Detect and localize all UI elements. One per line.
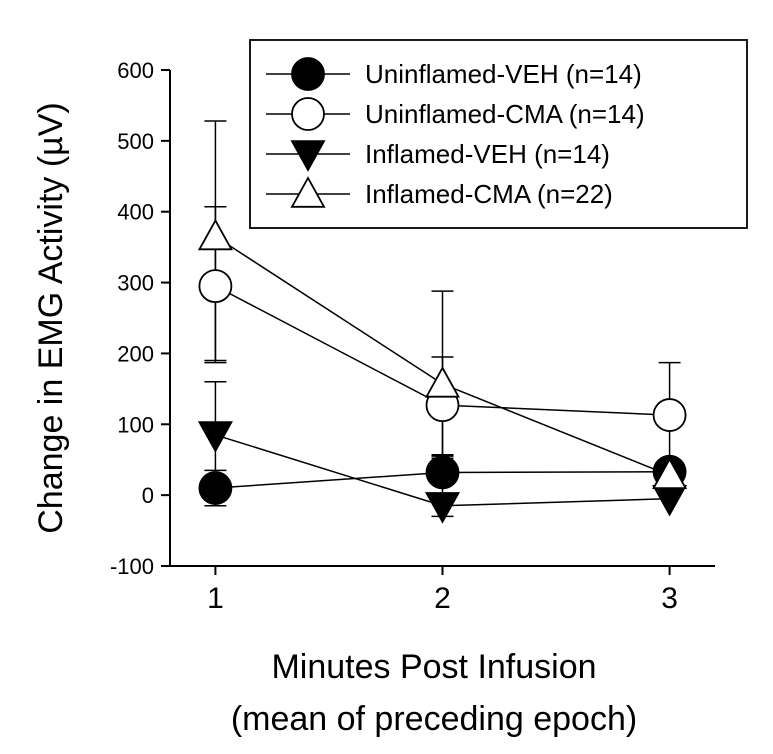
y-tick-label: 500	[117, 129, 154, 154]
axes: -100 0 100 200 300 400 500 600 1 2 3	[110, 58, 715, 615]
series-3-markers	[197, 218, 688, 490]
legend-marker	[291, 57, 325, 91]
data-point	[424, 492, 461, 524]
data-point	[198, 269, 233, 304]
legend-entry-0: Uninflamed-VEH (n=14)	[266, 57, 642, 91]
y-tick-label: 200	[117, 341, 154, 366]
data-point	[425, 455, 460, 490]
y-tick-label: 0	[142, 483, 154, 508]
y-tick-label: -100	[110, 554, 154, 579]
y-tick-label: 300	[117, 271, 154, 296]
legend-label: Uninflamed-CMA (n=14)	[365, 99, 645, 129]
data-point	[197, 421, 233, 453]
legend-label: Uninflamed-VEH (n=14)	[365, 59, 642, 89]
legend-marker	[290, 176, 326, 208]
data-point	[198, 471, 233, 505]
legend: Uninflamed-VEH (n=14) Uninflamed-CMA (n=1…	[249, 39, 748, 229]
y-tick-label: 400	[117, 200, 154, 225]
legend-box	[249, 39, 748, 229]
legend-marker	[290, 140, 326, 172]
data-point	[424, 366, 461, 398]
x-tick-label: 2	[434, 582, 451, 615]
data-point	[652, 484, 688, 517]
y-tick-label: 100	[117, 412, 154, 437]
data-point	[652, 398, 687, 432]
x-axis-title-line2: (mean of preceding epoch)	[231, 700, 637, 738]
legend-entry-3: Inflamed-CMA (n=22)	[266, 176, 613, 209]
plot-area	[197, 120, 688, 524]
x-tick-label: 3	[661, 582, 678, 615]
series-2-markers	[197, 421, 688, 524]
data-point	[197, 218, 233, 251]
legend-label: Inflamed-CMA (n=22)	[365, 179, 613, 209]
y-tick-label: 600	[117, 58, 154, 83]
data-point	[652, 457, 688, 490]
x-tick-label: 1	[207, 582, 224, 615]
legend-entry-1: Uninflamed-CMA (n=14)	[266, 97, 645, 131]
legend-entry-2: Inflamed-VEH (n=14)	[266, 139, 610, 172]
legend-label: Inflamed-VEH (n=14)	[365, 139, 610, 169]
x-axis-title-line1: Minutes Post Infusion	[271, 648, 596, 686]
y-axis-title: Change in EMG Activity (µV)	[32, 102, 70, 534]
axis-titles: Minutes Post Infusion (mean of preceding…	[32, 102, 637, 738]
legend-marker	[291, 97, 325, 131]
